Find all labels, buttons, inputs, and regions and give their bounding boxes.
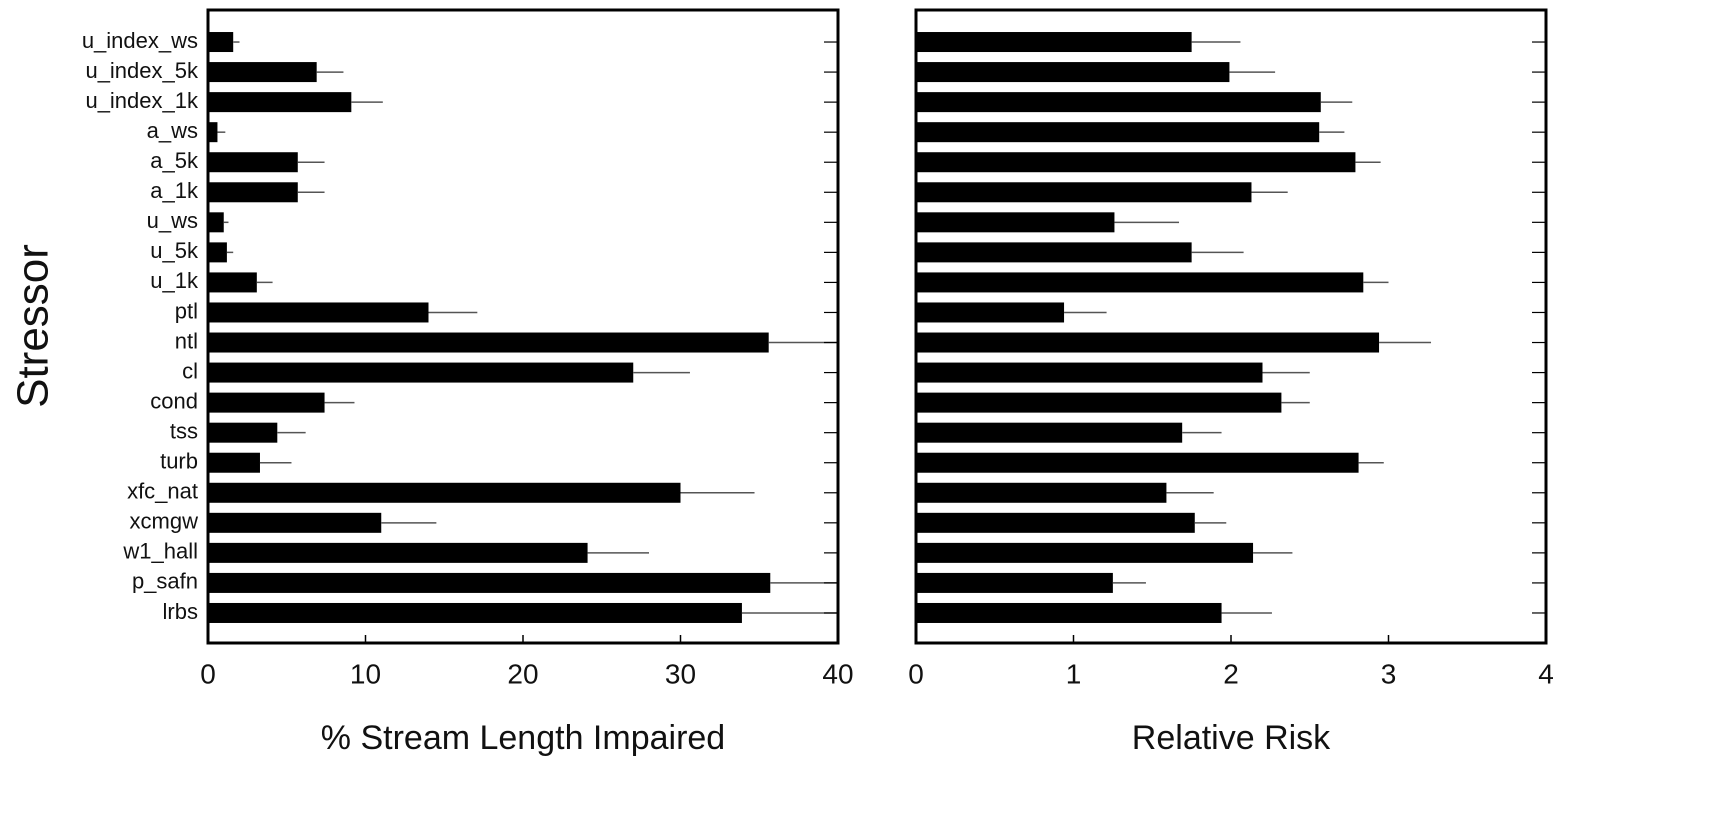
y-tick-label: u_5k bbox=[150, 238, 199, 263]
bar bbox=[916, 212, 1115, 233]
bar bbox=[208, 62, 317, 83]
y-tick-label: w1_hall bbox=[122, 539, 198, 564]
bar bbox=[916, 572, 1113, 593]
bar bbox=[916, 152, 1356, 173]
y-tick-label: cl bbox=[182, 358, 198, 383]
bar bbox=[208, 512, 382, 533]
bar bbox=[916, 392, 1282, 413]
y-tick-label: ptl bbox=[175, 298, 198, 323]
bar bbox=[208, 32, 234, 53]
plot-area bbox=[208, 32, 838, 623]
x-tick-label: 1 bbox=[1066, 658, 1082, 689]
bar bbox=[916, 92, 1321, 113]
y-tick-label: xfc_nat bbox=[127, 479, 198, 504]
plot-frame bbox=[914, 8, 1548, 645]
x-tick-label: 20 bbox=[507, 658, 538, 689]
bar bbox=[916, 482, 1167, 503]
bar bbox=[916, 242, 1192, 263]
bar bbox=[208, 572, 771, 593]
y-tick-label: p_safn bbox=[132, 569, 198, 594]
x-tick-label: 0 bbox=[908, 658, 924, 689]
x-axis-label: % Stream Length Impaired bbox=[321, 719, 725, 757]
bar bbox=[208, 602, 742, 623]
x-tick-label: 0 bbox=[200, 658, 216, 689]
bar bbox=[208, 332, 769, 353]
bar bbox=[208, 542, 588, 563]
y-tick-label: u_ws bbox=[147, 208, 198, 233]
bar bbox=[916, 512, 1195, 533]
bar bbox=[208, 482, 681, 503]
bar bbox=[208, 92, 352, 113]
y-tick-label: tss bbox=[170, 418, 198, 443]
y-tick-label: u_1k bbox=[150, 268, 199, 293]
bar bbox=[208, 242, 227, 263]
x-tick-label: 30 bbox=[665, 658, 696, 689]
bar bbox=[208, 422, 278, 443]
x-tick-label: 10 bbox=[350, 658, 381, 689]
bar bbox=[916, 182, 1252, 203]
bar bbox=[916, 32, 1192, 53]
bar bbox=[916, 62, 1230, 83]
y-tick-label: turb bbox=[160, 449, 198, 474]
y-tick-label: u_index_1k bbox=[85, 88, 199, 113]
y-tick-label: a_ws bbox=[147, 118, 198, 143]
y-axis-label: Stressor bbox=[9, 244, 58, 408]
x-tick-label: 40 bbox=[822, 658, 853, 689]
bar bbox=[916, 302, 1065, 323]
y-tick-label: u_index_5k bbox=[85, 58, 199, 83]
bar bbox=[916, 542, 1254, 563]
bar bbox=[208, 392, 325, 413]
x-tick-label: 4 bbox=[1538, 658, 1554, 689]
plot-area bbox=[916, 32, 1432, 623]
y-tick-label: ntl bbox=[175, 328, 198, 353]
bar bbox=[916, 452, 1359, 473]
bar bbox=[916, 422, 1183, 443]
y-tick-label: cond bbox=[150, 388, 198, 413]
bar bbox=[208, 152, 298, 173]
bar bbox=[916, 332, 1380, 353]
bar bbox=[208, 182, 298, 203]
x-tick-label: 3 bbox=[1381, 658, 1397, 689]
y-tick-label: a_5k bbox=[150, 148, 199, 173]
bar bbox=[916, 602, 1222, 623]
bar bbox=[916, 272, 1364, 293]
x-tick-label: 2 bbox=[1223, 658, 1239, 689]
y-tick-label: u_index_ws bbox=[82, 28, 198, 53]
bar bbox=[916, 122, 1320, 143]
x-axis-label: Relative Risk bbox=[1132, 719, 1331, 757]
bar bbox=[208, 302, 429, 323]
bar bbox=[208, 122, 218, 143]
bar bbox=[208, 452, 260, 473]
plot-frame bbox=[206, 8, 840, 645]
bar bbox=[208, 212, 224, 233]
bar bbox=[916, 362, 1263, 383]
y-tick-label: a_1k bbox=[150, 178, 199, 203]
y-tick-label: xcmgw bbox=[130, 509, 199, 534]
y-tick-label: lrbs bbox=[163, 599, 198, 624]
bar bbox=[208, 272, 257, 293]
bar bbox=[208, 362, 634, 383]
